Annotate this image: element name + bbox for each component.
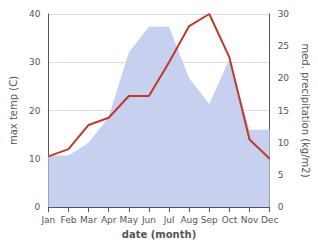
svg-text:Jun: Jun	[141, 215, 156, 225]
svg-text:Aug: Aug	[180, 215, 198, 225]
svg-text:20: 20	[278, 73, 290, 83]
svg-text:Feb: Feb	[61, 215, 77, 225]
svg-text:date (month): date (month)	[122, 229, 196, 240]
svg-text:Nov: Nov	[241, 215, 259, 225]
svg-text:20: 20	[29, 106, 41, 116]
svg-text:max temp (C): max temp (C)	[8, 76, 19, 145]
svg-text:25: 25	[278, 41, 289, 51]
svg-text:Oct: Oct	[222, 215, 238, 225]
svg-text:10: 10	[29, 154, 41, 164]
svg-text:Apr: Apr	[101, 215, 117, 225]
svg-text:med. precipitation (kg/m2): med. precipitation (kg/m2)	[300, 43, 311, 177]
svg-text:30: 30	[278, 9, 290, 19]
svg-text:15: 15	[278, 106, 289, 116]
svg-text:10: 10	[278, 138, 290, 148]
svg-text:5: 5	[278, 170, 284, 180]
svg-text:Jul: Jul	[163, 215, 175, 225]
svg-text:Jan: Jan	[40, 215, 55, 225]
svg-text:Sep: Sep	[201, 215, 218, 225]
svg-text:Mar: Mar	[80, 215, 97, 225]
svg-text:Dec: Dec	[261, 215, 278, 225]
svg-text:30: 30	[29, 57, 41, 67]
svg-text:0: 0	[35, 202, 41, 212]
svg-text:May: May	[120, 215, 139, 225]
svg-text:40: 40	[29, 9, 41, 19]
svg-text:0: 0	[278, 202, 284, 212]
